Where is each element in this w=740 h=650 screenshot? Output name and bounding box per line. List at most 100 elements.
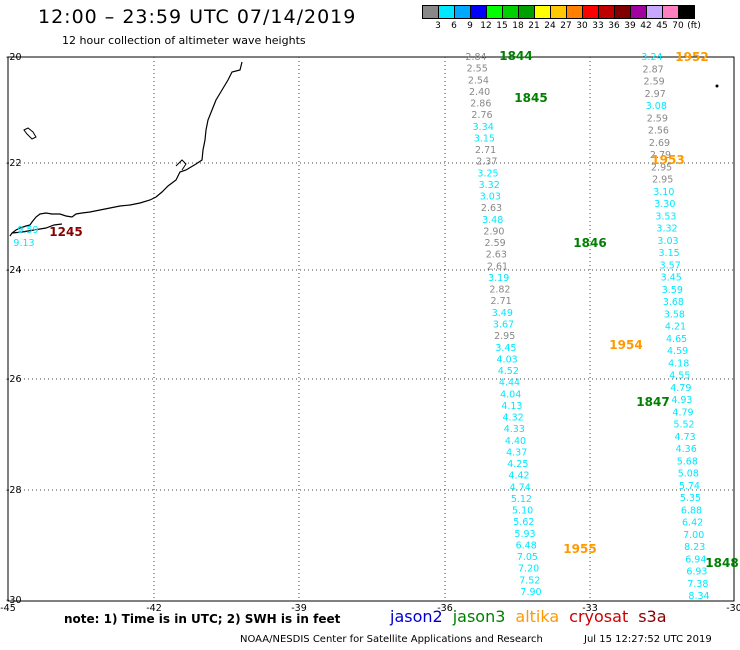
wave-height-label: 3.24 bbox=[641, 52, 662, 63]
x-tick-label: -33 bbox=[582, 603, 598, 614]
wave-height-label: 4.36 bbox=[676, 444, 697, 455]
wave-height-label: 5.08 bbox=[678, 469, 699, 480]
wave-height-label: 3.57 bbox=[660, 260, 681, 271]
wave-height-label: 3.59 bbox=[662, 285, 683, 296]
color-swatch bbox=[678, 5, 695, 19]
pass-time-label: 1955 bbox=[563, 542, 596, 556]
wave-height-label: 4.21 bbox=[665, 322, 686, 333]
map-title: 12:00 – 23:59 UTC 07/14/2019 bbox=[38, 6, 357, 28]
wave-height-label: 7.52 bbox=[519, 575, 540, 586]
wave-height-label: 3.45 bbox=[495, 343, 516, 354]
wave-height-label: 2.71 bbox=[491, 296, 512, 307]
wave-height-label: 3.32 bbox=[656, 224, 677, 235]
color-scale-label: 27 bbox=[560, 21, 572, 31]
satellite-legend-item: cryosat bbox=[569, 607, 629, 626]
pass-time-label: 1848 bbox=[705, 556, 738, 570]
wave-height-label: 3.15 bbox=[474, 133, 495, 144]
wave-height-label: 5.74 bbox=[679, 481, 700, 492]
wave-height-label: 4.93 bbox=[671, 395, 692, 406]
wave-height-label: 2.71 bbox=[475, 145, 496, 156]
credit-line: NOAA/NESDIS Center for Satellite Applica… bbox=[240, 634, 543, 645]
color-scale-label: 45 bbox=[656, 21, 668, 31]
wave-height-label: 7.38 bbox=[687, 579, 708, 590]
wave-height-label: 2.54 bbox=[468, 75, 489, 86]
y-tick-label: -20 bbox=[6, 52, 22, 63]
wave-height-label: 3.08 bbox=[646, 101, 667, 112]
wave-height-label: 4.65 bbox=[666, 334, 687, 345]
x-tick-label: -39 bbox=[291, 603, 307, 614]
pass-time-label: 1844 bbox=[499, 49, 532, 63]
wave-height-label: 2.95 bbox=[651, 162, 672, 173]
wave-height-label: 3.10 bbox=[653, 187, 674, 198]
wave-height-label: 3.32 bbox=[479, 180, 500, 191]
pass-time-label: 1952 bbox=[675, 50, 708, 64]
wave-height-label: 3.03 bbox=[657, 236, 678, 247]
wave-height-label: 4.59 bbox=[667, 346, 688, 357]
color-scale-label: 18 bbox=[512, 21, 524, 31]
wave-height-label: 2.56 bbox=[648, 126, 669, 137]
y-tick-label: -24 bbox=[6, 265, 22, 276]
wave-height-label: 4.44 bbox=[499, 378, 520, 389]
pass-time-label: 1953 bbox=[651, 153, 684, 167]
wave-height-label: 3.45 bbox=[661, 273, 682, 284]
wave-height-label: 3.30 bbox=[654, 199, 675, 210]
wave-height-label: 3.34 bbox=[473, 122, 494, 133]
wave-height-label: 3.19 bbox=[488, 273, 509, 284]
map-frame bbox=[7, 56, 735, 602]
wave-height-label: 2.40 bbox=[469, 87, 490, 98]
satellite-legend-item: jason2 bbox=[390, 607, 443, 626]
wave-height-label: 7.05 bbox=[517, 552, 538, 563]
y-tick-label: -26 bbox=[6, 374, 22, 385]
wave-height-label: 2.90 bbox=[483, 227, 504, 238]
wave-height-label: 8.23 bbox=[684, 542, 705, 553]
wave-height-label: 5.68 bbox=[677, 456, 698, 467]
wave-height-label: 2.59 bbox=[647, 113, 668, 124]
wave-height-label: 4.25 bbox=[507, 459, 528, 470]
y-tick-label: -28 bbox=[6, 485, 22, 496]
axis-ticks: -45 -42 -39 -36 -33 -30 -20 -22 -24 -26 -28 -30 bbox=[0, 52, 740, 614]
color-scale-label: 39 bbox=[624, 21, 636, 31]
color-scale-label: 6 bbox=[451, 21, 457, 31]
wave-height-label: 3.15 bbox=[659, 248, 680, 259]
grid-lines bbox=[8, 57, 734, 601]
satellite-legend-item: jason3 bbox=[452, 607, 506, 626]
wave-height-label: 2.55 bbox=[467, 64, 488, 75]
wave-height-label: 3.48 bbox=[482, 215, 503, 226]
wave-height-label: 2.86 bbox=[470, 99, 491, 110]
x-tick-label: -30 bbox=[726, 603, 740, 614]
wave-height-label: 2.76 bbox=[471, 110, 492, 121]
wave-height-label: 7.90 bbox=[520, 587, 541, 598]
wave-height-label: 4.18 bbox=[668, 358, 689, 369]
wave-height-label: 4.55 bbox=[669, 371, 690, 382]
satellite-legend-item: altika bbox=[515, 607, 560, 626]
wave-height-label: 2.95 bbox=[652, 175, 673, 186]
wave-height-label: 2.97 bbox=[645, 89, 666, 100]
color-scale-labels: 3 6 9 12 15 18 21 24 27 30 33 36 39 42 45 70 (ft) bbox=[422, 19, 740, 31]
wave-height-label: 5.62 bbox=[513, 517, 534, 528]
island-dot bbox=[715, 84, 719, 88]
wave-height-label: 4.04 bbox=[500, 389, 521, 400]
wave-height-label: 2.61 bbox=[487, 261, 508, 272]
wave-height-label: 8.34 bbox=[688, 591, 709, 602]
coastline bbox=[9, 61, 243, 237]
wave-height-label: 9.13 bbox=[13, 238, 34, 249]
wave-height-label: 2.79 bbox=[650, 150, 671, 161]
wave-height-label: 5.12 bbox=[511, 494, 532, 505]
coastline-island bbox=[23, 127, 37, 140]
wave-height-label: 4.73 bbox=[675, 432, 696, 443]
color-scale-label: 15 bbox=[496, 21, 508, 31]
wave-height-label: 4.32 bbox=[503, 413, 524, 424]
wave-height-label: 4.37 bbox=[506, 447, 527, 458]
wave-height-label: 5.35 bbox=[680, 493, 701, 504]
color-scale-label: 70 bbox=[672, 21, 684, 31]
wave-height-label: 3.67 bbox=[493, 320, 514, 331]
color-scale: 3 6 9 12 15 18 21 24 27 30 33 36 39 42 45 70 (ft) bbox=[422, 5, 740, 31]
color-scale-label: 36 bbox=[608, 21, 620, 31]
wave-height-label: 6.93 bbox=[686, 567, 707, 578]
wave-height-label: 2.69 bbox=[649, 138, 670, 149]
wave-height-label: 2.95 bbox=[494, 331, 515, 342]
wave-height-label: 4.42 bbox=[508, 471, 529, 482]
wave-height-label: 7.00 bbox=[683, 530, 704, 541]
color-scale-label: 33 bbox=[592, 21, 604, 31]
wave-height-label: 2.37 bbox=[476, 157, 497, 168]
